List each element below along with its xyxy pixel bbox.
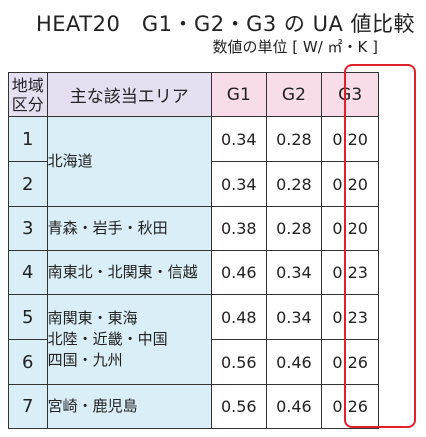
area-kyushu-south: 宮崎・鹿児島 xyxy=(46,384,212,429)
g3-value: 0.23 xyxy=(321,250,380,295)
header-g3: G3 xyxy=(321,72,380,117)
region-number: 2 xyxy=(8,161,48,207)
table-row: 6 0.56 0.46 0.26 xyxy=(8,339,426,385)
g3-value: 0.26 xyxy=(321,384,380,429)
table-row: 2 0.34 0.28 0.20 xyxy=(8,161,426,207)
g3-value: 0.20 xyxy=(321,116,380,162)
table-row: 1 北海道 0.34 0.28 0.20 xyxy=(8,116,426,207)
g3-value: 0.23 xyxy=(321,294,380,340)
unit-caption: 数値の単位 [ W/ ㎡・K ] xyxy=(212,38,379,56)
g2-value: 0.34 xyxy=(265,250,323,295)
region-number: 3 xyxy=(8,206,48,251)
region-number: 5 xyxy=(8,294,48,340)
g2-value: 0.46 xyxy=(265,384,323,429)
region-number: 6 xyxy=(8,339,48,385)
area-line: 北陸・近畿・中国 xyxy=(47,330,168,348)
area-line: 四国・九州 xyxy=(47,351,123,369)
header-region-line1: 地域 xyxy=(11,75,44,95)
table-row: 7 宮崎・鹿児島 0.56 0.46 0.26 xyxy=(8,384,426,429)
g2-value: 0.28 xyxy=(265,206,323,251)
area-tohoku: 青森・岩手・秋田 xyxy=(46,206,212,251)
g3-value: 0.20 xyxy=(321,161,380,207)
table-row: 4 南東北・北関東・信越 0.46 0.34 0.23 xyxy=(8,250,426,295)
area-kanto-north: 南東北・北関東・信越 xyxy=(46,250,212,295)
g3-value: 0.26 xyxy=(321,339,380,385)
g1-value: 0.34 xyxy=(210,116,267,162)
g2-value: 0.46 xyxy=(265,339,323,385)
g2-value: 0.34 xyxy=(265,294,323,340)
g1-value: 0.34 xyxy=(210,161,267,207)
g1-value: 0.56 xyxy=(210,384,267,429)
g1-value: 0.38 xyxy=(210,206,267,251)
header-region: 地域 区分 xyxy=(8,72,48,117)
region-number: 1 xyxy=(8,116,48,162)
area-hokkaido: 北海道 xyxy=(46,116,212,207)
header-row: 地域 区分 主な該当エリア G1 G2 G3 xyxy=(8,72,426,117)
header-region-line2: 区分 xyxy=(11,94,44,114)
g2-value: 0.28 xyxy=(265,161,323,207)
region-number: 4 xyxy=(8,250,48,295)
table-row: 3 青森・岩手・秋田 0.38 0.28 0.20 xyxy=(8,206,426,251)
header-area: 主な該当エリア xyxy=(46,72,212,117)
header-g2: G2 xyxy=(265,72,323,117)
g1-value: 0.48 xyxy=(210,294,267,340)
ua-comparison-table: 地域 区分 主な該当エリア G1 G2 G3 1 北海道 0.34 0.28 0… xyxy=(8,72,426,429)
table-row: 5 南関東・東海 北陸・近畿・中国 四国・九州 0.48 0.34 0.23 xyxy=(8,294,426,385)
area-line: 南関東・東海 xyxy=(47,309,138,327)
region-number: 7 xyxy=(8,384,48,429)
header-g1: G1 xyxy=(210,72,267,117)
g2-value: 0.28 xyxy=(265,116,323,162)
g1-value: 0.56 xyxy=(210,339,267,385)
g3-value: 0.20 xyxy=(321,206,380,251)
area-group-5-6: 南関東・東海 北陸・近畿・中国 四国・九州 xyxy=(46,294,212,385)
g1-value: 0.46 xyxy=(210,250,267,295)
page-title: HEAT20 G1・G2・G3 の UA 値比較 xyxy=(36,12,416,36)
